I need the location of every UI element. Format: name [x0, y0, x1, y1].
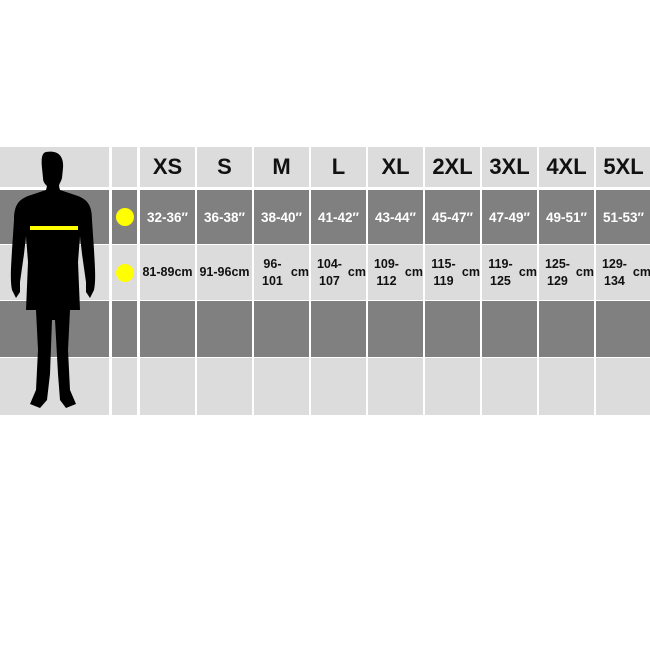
- cell-r4-c5: [311, 358, 366, 415]
- cm-unit: cm: [575, 265, 594, 279]
- cm-unit: cm: [461, 265, 480, 279]
- cell-r3-c1: [112, 301, 137, 357]
- cell-r3-c2: [140, 301, 195, 357]
- cm-value: 119-125: [488, 256, 513, 288]
- chest-inches: 49-51″: [539, 190, 594, 244]
- chest-inches: 38-40″: [254, 190, 309, 244]
- cell-r4-c2: [140, 358, 195, 415]
- yellow-dot-icon: [115, 208, 134, 226]
- male-silhouette-icon: [10, 151, 96, 408]
- cell-r4-c0: [0, 358, 109, 415]
- cell-r3-c9: [539, 301, 594, 357]
- chest-cm: 115-119 cm: [425, 245, 480, 300]
- chest-cm: 129-134 cm: [596, 245, 650, 300]
- cell-r1-c1: [112, 190, 137, 244]
- cell-r4-c3: [197, 358, 252, 415]
- cm-unit: cm: [174, 265, 193, 279]
- cell-r4-c7: [425, 358, 480, 415]
- size-header: L: [311, 147, 366, 187]
- chest-inches: 45-47″: [425, 190, 480, 244]
- cell-r0-c1: [112, 147, 137, 187]
- cell-r3-c8: [482, 301, 537, 357]
- size-chart: XS S M L XL 2XL 3XL 4XL 5XL 32-36″ 36-38″ 38-40″ 41-…: [0, 147, 650, 415]
- size-header: 5XL: [596, 147, 650, 187]
- cm-unit: cm: [518, 265, 537, 279]
- cm-unit: cm: [632, 265, 650, 279]
- yellow-dot-icon: [115, 263, 134, 282]
- chest-cm: 109-112 cm: [368, 245, 423, 300]
- cm-value: 109-112: [373, 256, 399, 288]
- cell-r4-c1: [112, 358, 137, 415]
- size-header: XL: [368, 147, 423, 187]
- cm-value: 115-119: [431, 256, 456, 288]
- cell-r4-c10: [596, 358, 650, 415]
- cell-r3-c7: [425, 301, 480, 357]
- cell-r4-c6: [368, 358, 423, 415]
- cm-unit: cm: [231, 265, 250, 279]
- chest-inches: 51-53″: [596, 190, 650, 244]
- chest-cm: 81-89 cm: [140, 245, 195, 300]
- cell-r4-c9: [539, 358, 594, 415]
- size-header: 4XL: [539, 147, 594, 187]
- cm-value: 104-107: [316, 256, 342, 288]
- size-header: XS: [140, 147, 195, 187]
- cell-r3-c10: [596, 301, 650, 357]
- chest-inches: 41-42″: [311, 190, 366, 244]
- size-header: M: [254, 147, 309, 187]
- cm-unit: cm: [347, 265, 366, 279]
- chest-cm: 91-96 cm: [197, 245, 252, 300]
- chest-cm: 96-101 cm: [254, 245, 309, 300]
- cell-r4-c4: [254, 358, 309, 415]
- cm-unit: cm: [290, 265, 309, 279]
- cell-r3-c6: [368, 301, 423, 357]
- chest-inches: 43-44″: [368, 190, 423, 244]
- chest-cm: 125-129 cm: [539, 245, 594, 300]
- cell-r3-c4: [254, 301, 309, 357]
- cell-r4-c8: [482, 358, 537, 415]
- chest-cm: 104-107 cm: [311, 245, 366, 300]
- cm-value: 91-96: [199, 265, 232, 279]
- cell-r3-c5: [311, 301, 366, 357]
- chest-inches: 47-49″: [482, 190, 537, 244]
- cm-unit: cm: [404, 265, 423, 279]
- cm-value: 129-134: [601, 256, 627, 288]
- chest-measure-line: [30, 226, 78, 230]
- cell-r2-c1: [112, 245, 137, 300]
- cm-value: 125-129: [544, 256, 570, 288]
- cm-value: 96-101: [262, 256, 283, 288]
- size-header: 3XL: [482, 147, 537, 187]
- chest-cm: 119-125 cm: [482, 245, 537, 300]
- cell-r3-c3: [197, 301, 252, 357]
- size-header: 2XL: [425, 147, 480, 187]
- chest-inches: 32-36″: [140, 190, 195, 244]
- cm-value: 81-89: [142, 265, 175, 279]
- size-header: S: [197, 147, 252, 187]
- chest-inches: 36-38″: [197, 190, 252, 244]
